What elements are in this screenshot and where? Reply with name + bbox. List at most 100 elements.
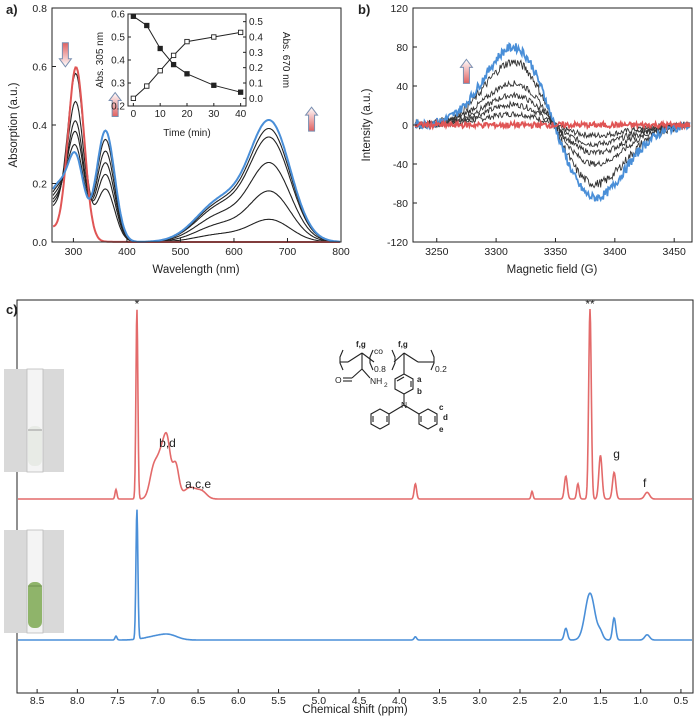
inset-y2tick-label: 0.3 <box>249 48 263 59</box>
nmr-annotation-0: * <box>135 297 140 311</box>
nmr-xtick-label: 6.5 <box>191 695 206 707</box>
uvvis-ytick-label: 0.8 <box>32 3 47 15</box>
epr-xtick-label: 3250 <box>425 246 449 258</box>
uvvis-arrow-1 <box>108 91 123 118</box>
epr-xlabel: Magnetic field (G) <box>507 264 598 276</box>
inset-marker-0 <box>237 89 244 95</box>
vial-before <box>4 368 64 473</box>
nmr-spectra <box>18 308 692 641</box>
epr-ytick-label: -40 <box>393 159 408 171</box>
subscript-2: 0.2 <box>435 364 447 374</box>
nmr-xtick-label: 8.5 <box>30 695 45 707</box>
uvvis-arrow-0 <box>58 42 73 68</box>
inset-y2tick-label: 0.0 <box>249 94 263 105</box>
uvvis-xtick-label: 400 <box>118 246 136 258</box>
inset-marker-0 <box>211 82 217 88</box>
panel-label-c: c) <box>6 302 18 317</box>
nmr-annotation-1: ** <box>585 297 595 311</box>
inset-marker-0 <box>144 22 150 29</box>
inset-xtick-label: 30 <box>208 109 220 120</box>
inset-y2label: Abs. 670 nm <box>280 32 291 88</box>
inset-ytick-label: 0.5 <box>111 33 125 44</box>
epr-ylabel: Intensity (a.u.) <box>361 88 373 161</box>
label-d: d <box>443 413 448 422</box>
nmr-chart: * **b,da,c,egf 8.5 8.0 7.5 7.0 6.5 6.0 5.5 5.0 4.… <box>4 297 694 716</box>
inset-marker-0 <box>130 13 137 19</box>
nmr-xtick-label: 5.0 <box>311 695 326 707</box>
inset-y2tick-label: 0.5 <box>249 17 263 28</box>
inset-ylabel: Abs. 305 nm <box>95 32 106 88</box>
inset-marker-1 <box>144 83 150 89</box>
nmr-annotation-4: g <box>613 447 620 461</box>
inset-marker-1 <box>211 34 217 40</box>
nmr-spectrum-1 <box>18 509 692 641</box>
inset-marker-1 <box>130 95 137 101</box>
nmr-xtick-label: 3.5 <box>432 695 447 707</box>
uvvis-xlabel: Wavelength (nm) <box>152 264 239 276</box>
epr-xtick-label: 3350 <box>544 246 568 258</box>
uvvis-xtick-label: 800 <box>332 246 350 258</box>
nmr-xtick-label: 6.0 <box>231 695 246 707</box>
nmr-annotation-3: a,c,e <box>185 477 211 491</box>
nmr-annotation-2: b,d <box>159 436 176 450</box>
nmr-ticks: 8.5 8.0 7.5 7.0 6.5 6.0 5.5 5.0 4.5 4.0 3.5 3.0 2.5 2… <box>30 689 689 707</box>
structure-labels: f,g co f,g 0.8 0.2 O NH 2 N a b c d e <box>335 340 448 434</box>
nmr-annotation-5: f <box>643 476 647 490</box>
epr-curves <box>414 41 691 203</box>
inset-marker-1 <box>157 68 163 74</box>
uvvis-ytick-label: 0.4 <box>32 120 47 132</box>
uvvis-series-6 <box>52 119 340 243</box>
nmr-xtick-label: 7.0 <box>151 695 166 707</box>
panel-label-b: b) <box>358 2 370 17</box>
epr-series-0 <box>414 118 691 131</box>
epr-series-6 <box>414 41 691 203</box>
nmr-xtick-label: 0.5 <box>674 695 689 707</box>
nmr-xtick-label: 7.5 <box>110 695 125 707</box>
epr-ytick-label: 0 <box>402 120 408 132</box>
inset-ytick-label: 0.4 <box>111 56 125 67</box>
uvvis-ylabel: Absorption (a.u.) <box>8 82 20 167</box>
inset-y2tick-label: 0.1 <box>249 79 263 90</box>
uvvis-inset: 0 10 20 30 40 0.2 0.3 0.4 0.5 0.6 0.0 0.1 0.2 0.3 0.4 0… <box>95 10 291 140</box>
atom-nh2-sub: 2 <box>384 382 388 389</box>
inset-y2tick-label: 0.4 <box>249 33 263 44</box>
nmr-xtick-label: 8.0 <box>70 695 85 707</box>
inset-xlabel: Time (min) <box>163 128 210 139</box>
label-e: e <box>439 425 444 434</box>
uvvis-ytick-label: 0.0 <box>32 237 47 249</box>
label-fg-2: f,g <box>398 340 408 349</box>
uvvis-xtick-label: 600 <box>225 246 243 258</box>
uvvis-series-5 <box>52 127 340 243</box>
polymer-structure <box>339 349 438 430</box>
subscript-1: 0.8 <box>374 364 386 374</box>
inset-xtick-label: 20 <box>181 109 193 120</box>
label-a: a <box>417 375 422 384</box>
panel-label-a: a) <box>6 2 18 17</box>
epr-arrow-0 <box>459 58 474 84</box>
uvvis-series-1 <box>52 72 340 243</box>
epr-xtick-label: 3450 <box>663 246 687 258</box>
nmr-xtick-label: 2.5 <box>513 695 528 707</box>
inset-series <box>130 13 244 101</box>
nmr-xtick-label: 5.5 <box>271 695 286 707</box>
epr-ticks: 3250 3300 3350 3400 3450 -120 -80 -40 0 40 80 120 <box>387 3 686 258</box>
epr-arrows <box>459 58 474 84</box>
inset-marker-0 <box>170 61 177 68</box>
uvvis-arrows <box>58 42 319 132</box>
epr-ytick-label: -120 <box>387 237 408 249</box>
uvvis-arrow-2 <box>304 106 319 132</box>
nmr-xtick-label: 4.5 <box>352 695 367 707</box>
nmr-xtick-label: 2.0 <box>553 695 568 707</box>
inset-marker-0 <box>184 71 190 77</box>
uvvis-xtick-label: 700 <box>279 246 297 258</box>
inset-ytick-label: 0.6 <box>111 10 125 21</box>
nmr-xtick-label: 3.0 <box>472 695 487 707</box>
uvvis-ytick-label: 0.6 <box>32 62 47 74</box>
inset-ticks: 0 10 20 30 40 0.2 0.3 0.4 0.5 0.6 0.0 0.1 0.2 0.3 0.4 0… <box>111 10 263 121</box>
uvvis-series-3 <box>52 120 340 243</box>
inset-marker-1 <box>237 29 244 36</box>
epr-xtick-label: 3300 <box>484 246 508 258</box>
